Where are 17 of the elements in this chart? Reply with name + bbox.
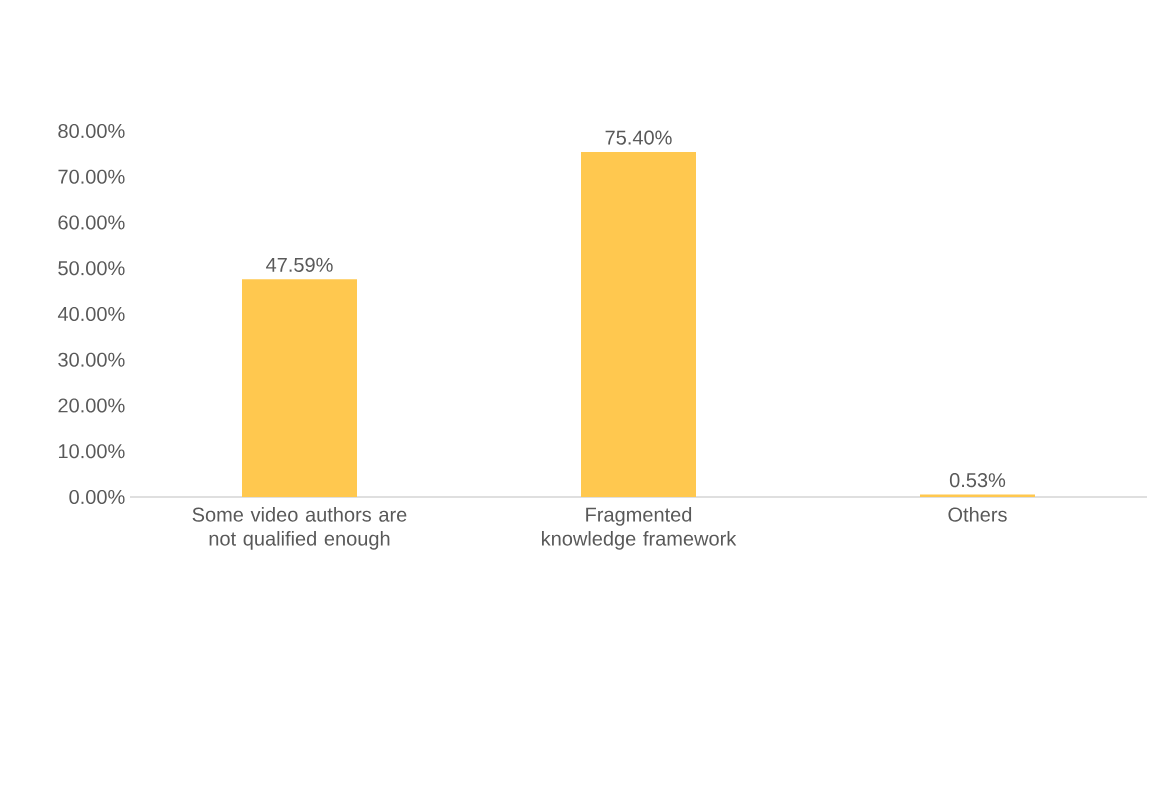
bar <box>242 279 357 497</box>
y-tick-label: 0.00% <box>69 489 125 505</box>
bar <box>581 152 696 497</box>
y-tick-label: 40.00% <box>57 306 125 322</box>
data-label: 0.53% <box>949 473 1006 488</box>
y-tick-label: 50.00% <box>58 261 125 276</box>
x-tick-label: Others <box>948 507 1007 522</box>
y-tick-label: 70.00% <box>58 169 125 184</box>
y-tick-label: 80.00% <box>58 123 125 139</box>
y-tick-label: 60.00% <box>58 215 125 230</box>
x-tick-label: Fragmented knowledge framework <box>542 507 737 550</box>
data-label: 47.59% <box>266 257 333 272</box>
y-tick-label: 20.00% <box>58 398 125 413</box>
data-label: 75.40% <box>605 130 672 145</box>
y-tick-label: 10.00% <box>58 444 125 459</box>
y-tick-label: 30.00% <box>58 352 125 367</box>
x-tick-label: Some video authors are not qualified enough <box>192 507 407 550</box>
